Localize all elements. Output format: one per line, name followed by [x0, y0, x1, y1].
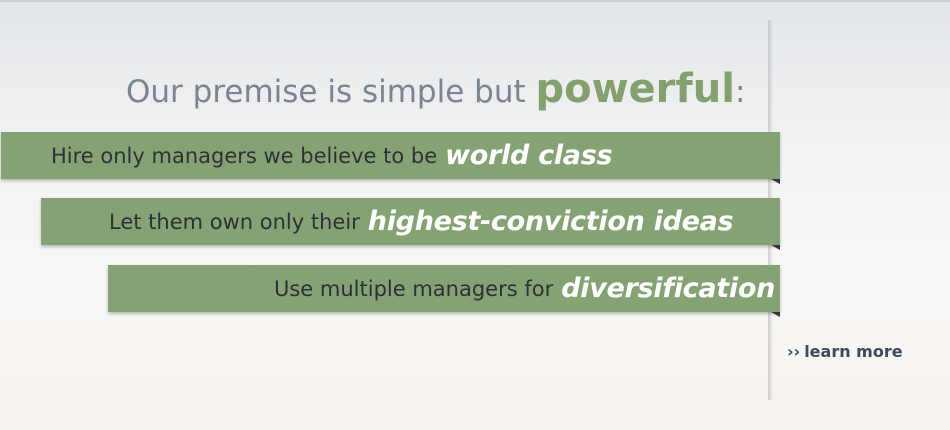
banner-emphasis: world class — [445, 140, 613, 171]
chevron-double-right-icon: ›› — [787, 342, 801, 361]
banner-text: Hire only managers we believe to be — [51, 143, 438, 168]
banner-text: Let them own only their — [109, 209, 360, 234]
headline-colon: : — [735, 74, 746, 110]
premise-banner-conviction: Let them own only their highest-convicti… — [41, 198, 780, 250]
premise-banner-world-class: Hire only managers we believe to be worl… — [1, 132, 780, 184]
headline-emphasis: powerful — [535, 66, 735, 112]
premise-banner-diversification: Use multiple managers for diversificatio… — [108, 265, 780, 317]
headline-lead: Our premise is simple but — [126, 74, 526, 110]
banner-fold — [771, 245, 780, 250]
banner-fold — [771, 179, 780, 184]
banner-fold — [771, 312, 780, 317]
premise-headline: Our premise is simple but powerful: — [126, 66, 745, 115]
banner-emphasis: diversification — [561, 273, 776, 304]
banner-emphasis: highest-conviction ideas — [367, 206, 734, 237]
learn-more-link[interactable]: ›› learn more — [787, 342, 903, 361]
top-border — [0, 0, 950, 2]
learn-more-label: learn more — [804, 342, 903, 361]
banner-text: Use multiple managers for — [274, 276, 554, 301]
